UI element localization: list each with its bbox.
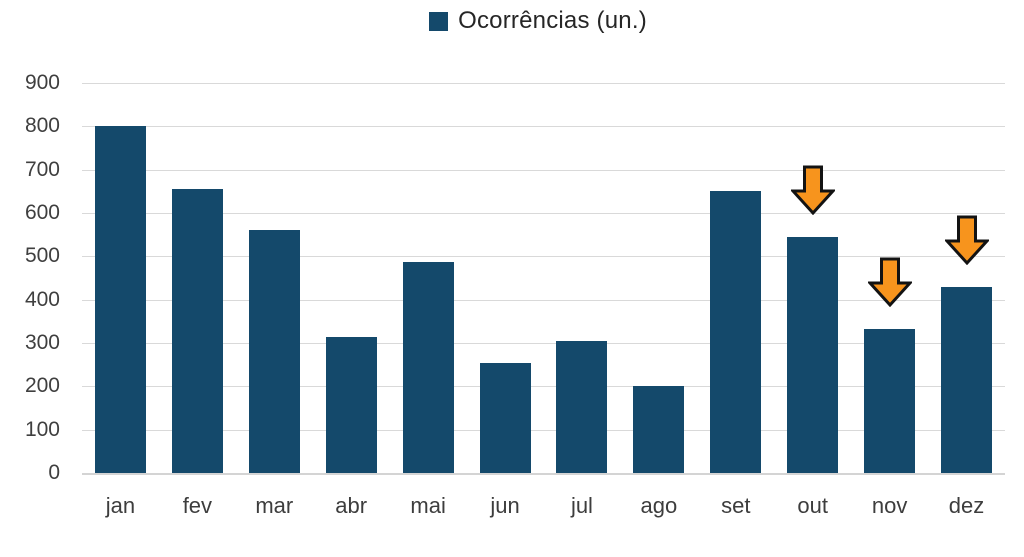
- chart-legend: Ocorrências (un.): [26, 6, 1024, 36]
- gridline: [82, 169, 1005, 171]
- y-axis-label-200: 200: [24, 374, 60, 398]
- y-axis-label-600: 600: [24, 201, 60, 224]
- gridline: [82, 83, 1005, 84]
- bar-abr: [325, 336, 377, 473]
- x-axis-label-jun: jun: [490, 493, 520, 518]
- x-axis-label-ago: ago: [640, 493, 678, 518]
- gridline: [82, 256, 1005, 258]
- down-arrow-icon: [789, 165, 837, 216]
- y-axis-label-900: 900: [24, 71, 60, 94]
- gridline: [82, 213, 1005, 214]
- x-axis-label-abr: abr: [335, 493, 368, 518]
- bar-fev: [171, 189, 223, 473]
- bar-mai: [402, 261, 454, 473]
- bar-nov: [864, 329, 916, 473]
- down-arrow-out: [789, 165, 837, 216]
- bar-jun: [479, 362, 531, 473]
- y-axis-label-300: 300: [24, 331, 60, 354]
- y-axis-label-700: 700: [24, 157, 60, 181]
- y-axis-label-500: 500: [24, 244, 60, 268]
- bar-mar: [248, 230, 300, 473]
- y-axis-label-400: 400: [24, 287, 60, 311]
- y-axis-label-100: 100: [24, 417, 60, 441]
- x-axis-label-out: out: [797, 493, 828, 518]
- bar-out: [787, 236, 839, 473]
- gridline: [82, 299, 1005, 301]
- down-arrow-nov: [866, 257, 914, 308]
- x-axis-label-fev: fev: [182, 493, 213, 518]
- gridline: [82, 126, 1005, 128]
- x-axis-label-mai: mai: [410, 493, 446, 518]
- x-axis-label-dez: dez: [948, 493, 985, 518]
- x-axis-label-jul: jul: [570, 493, 593, 518]
- gridline: [82, 386, 1005, 388]
- down-arrow-icon: [943, 215, 990, 265]
- x-axis-line: [82, 473, 1005, 475]
- bar-jan: [94, 126, 146, 473]
- legend-label: Ocorrências (un.): [458, 7, 647, 34]
- bar-dez: [941, 286, 993, 473]
- bar-jul: [556, 340, 608, 473]
- gridline: [82, 429, 1005, 431]
- y-axis-label-0: 0: [48, 461, 60, 484]
- x-axis-label-jan: jan: [105, 493, 136, 518]
- x-axis-label-set: set: [721, 493, 751, 518]
- down-arrow-icon: [866, 257, 914, 308]
- legend-swatch-icon: [429, 11, 449, 31]
- down-arrow-dez: [943, 215, 990, 265]
- y-axis-label-800: 800: [24, 114, 60, 138]
- bar-set: [710, 191, 762, 473]
- gridline: [82, 343, 1005, 344]
- x-axis-label-mar: mar: [255, 493, 294, 518]
- bar-ago: [633, 386, 685, 473]
- x-axis-label-nov: nov: [871, 493, 908, 518]
